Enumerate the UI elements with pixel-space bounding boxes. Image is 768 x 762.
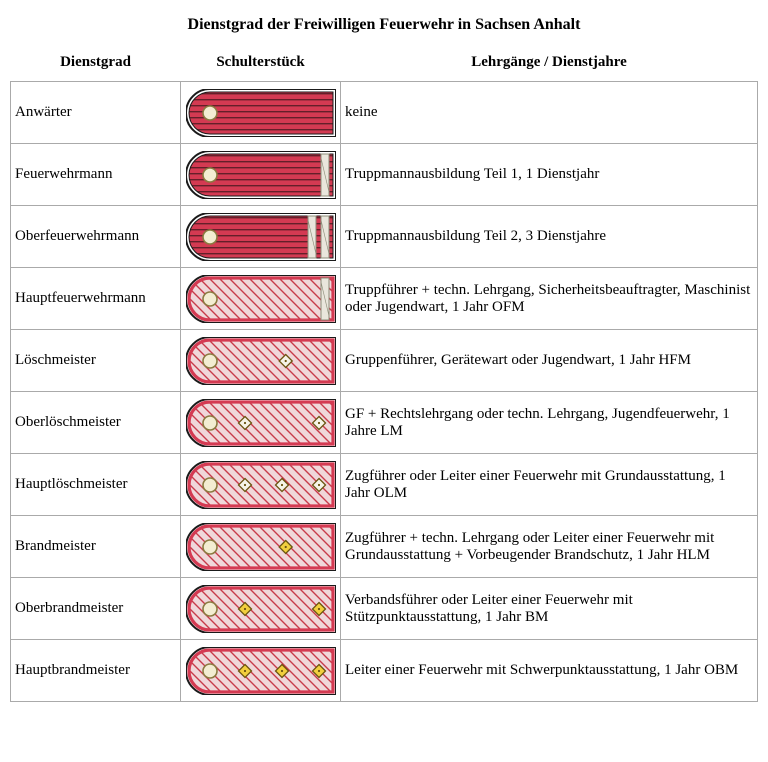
requirements-cell: GF + Rechtslehrgang oder techn. Lehrgang…: [341, 392, 758, 454]
requirements-cell: Verbandsführer oder Leiter einer Feuerwe…: [341, 578, 758, 640]
requirements-cell: Truppführer + techn. Lehrgang, Sicherhei…: [341, 268, 758, 330]
requirements-cell: Leiter einer Feuerwehr mit Schwerpunktau…: [341, 640, 758, 702]
requirements-cell: Truppmannausbildung Teil 1, 1 Dienstjahr: [341, 144, 758, 206]
shoulder-board: [186, 585, 336, 633]
table-row: Hauptfeuerwehrmann Truppführer + techn. L…: [11, 268, 758, 330]
rank-name-cell: Hauptfeuerwehrmann: [11, 268, 181, 330]
insignia-cell: [181, 454, 341, 516]
rank-name-cell: Hauptlöschmeister: [11, 454, 181, 516]
shoulder-board: [186, 461, 336, 509]
rank-name-cell: Oberfeuerwehrmann: [11, 206, 181, 268]
requirements-cell: Zugführer oder Leiter einer Feuerwehr mi…: [341, 454, 758, 516]
table-row: Oberlöschmeister GF + Rechtslehrgang oder…: [11, 392, 758, 454]
rank-name-cell: Löschmeister: [11, 330, 181, 392]
rank-name-cell: Anwärter: [11, 82, 181, 144]
insignia-cell: [181, 392, 341, 454]
insignia-cell: [181, 268, 341, 330]
shoulder-board: [186, 151, 336, 199]
col-header-insignia: Schulterstück: [181, 48, 341, 82]
table-row: Oberfeuerwehrmann Truppmannausbildung Tei…: [11, 206, 758, 268]
insignia-cell: [181, 640, 341, 702]
shoulder-board: [186, 213, 336, 261]
insignia-cell: [181, 578, 341, 640]
insignia-cell: [181, 330, 341, 392]
requirements-cell: Truppmannausbildung Teil 2, 3 Dienstjahr…: [341, 206, 758, 268]
shoulder-board: [186, 523, 336, 571]
page-title: Dienstgrad der Freiwilligen Feuerwehr in…: [10, 16, 758, 34]
table-row: Hauptlöschmeister Zugführer oder Leiter e…: [11, 454, 758, 516]
requirements-cell: keine: [341, 82, 758, 144]
rank-name-cell: Brandmeister: [11, 516, 181, 578]
rank-name-cell: Oberbrandmeister: [11, 578, 181, 640]
insignia-cell: [181, 144, 341, 206]
requirements-cell: Zugführer + techn. Lehrgang oder Leiter …: [341, 516, 758, 578]
table-row: Anwärter keine: [11, 82, 758, 144]
table-row: Hauptbrandmeister Leiter einer Feuerwehr …: [11, 640, 758, 702]
table-row: Oberbrandmeister Verbandsführer oder Leit…: [11, 578, 758, 640]
shoulder-board: [186, 647, 336, 695]
table-header-row: Dienstgrad Schulterstück Lehrgänge / Die…: [11, 48, 758, 82]
table-row: Feuerwehrmann Truppmannausbildung Teil 1,…: [11, 144, 758, 206]
col-header-requirements: Lehrgänge / Dienstjahre: [341, 48, 758, 82]
shoulder-board: [186, 399, 336, 447]
insignia-cell: [181, 516, 341, 578]
rank-name-cell: Oberlöschmeister: [11, 392, 181, 454]
rank-table: Dienstgrad Schulterstück Lehrgänge / Die…: [10, 48, 758, 702]
rank-name-cell: Feuerwehrmann: [11, 144, 181, 206]
shoulder-board: [186, 275, 336, 323]
insignia-cell: [181, 82, 341, 144]
table-row: Löschmeister Gruppenführer, Gerätewart od…: [11, 330, 758, 392]
col-header-rank: Dienstgrad: [11, 48, 181, 82]
rank-name-cell: Hauptbrandmeister: [11, 640, 181, 702]
requirements-cell: Gruppenführer, Gerätewart oder Jugendwar…: [341, 330, 758, 392]
table-row: Brandmeister Zugführer + techn. Lehrgang …: [11, 516, 758, 578]
shoulder-board: [186, 337, 336, 385]
insignia-cell: [181, 206, 341, 268]
shoulder-board: [186, 89, 336, 137]
